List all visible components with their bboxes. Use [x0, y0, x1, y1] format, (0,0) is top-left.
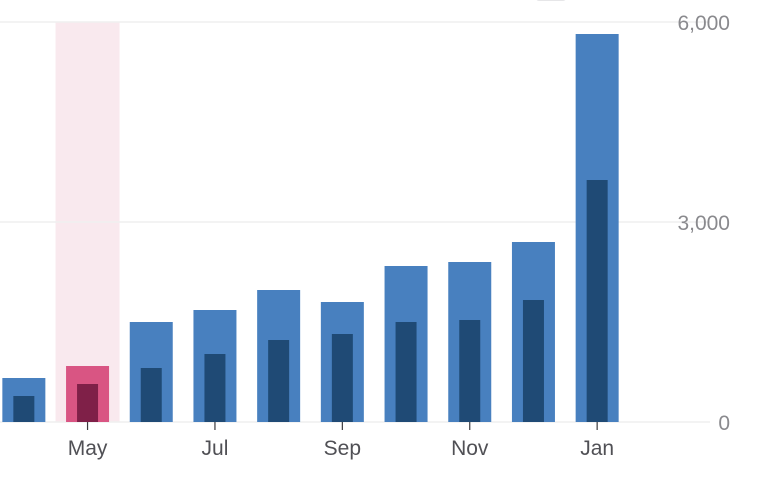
y-tick-label: 3,000	[677, 212, 730, 235]
bar-subset	[586, 180, 608, 422]
x-tick-label: Jul	[202, 437, 229, 460]
x-tick-label: Jan	[580, 437, 614, 460]
y-tick-label: 0	[718, 412, 730, 435]
bar-subset	[459, 320, 481, 422]
bar-subset	[204, 354, 226, 422]
bar-layer	[2, 34, 619, 422]
x-tick-label-layer: May Jul Sep Nov Jan	[68, 437, 614, 460]
x-tick-label: Nov	[451, 437, 489, 460]
bar-subset	[395, 322, 417, 422]
x-tick-mark-layer	[86, 422, 598, 430]
x-tick-label: Sep	[324, 437, 361, 460]
y-tick-label: 6,000	[677, 12, 730, 35]
bar-subset	[13, 396, 35, 422]
bar-subset	[522, 300, 544, 422]
chart-control-handle[interactable]	[536, 0, 566, 1]
bar-subset	[77, 384, 99, 422]
bar-subset	[268, 340, 290, 422]
bar-subset	[140, 368, 162, 422]
bar-subset	[331, 334, 353, 422]
x-tick-label: May	[68, 437, 108, 460]
y-tick-label-layer: 0 3,000 6,000	[677, 12, 730, 435]
